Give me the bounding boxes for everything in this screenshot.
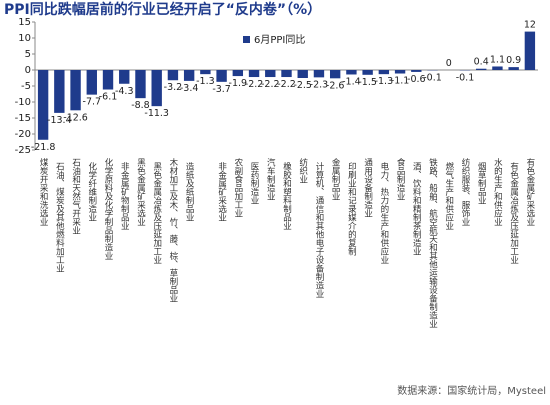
bar	[298, 70, 308, 78]
value-label: -0.1	[456, 72, 475, 83]
x-tick-label: 医药制造业	[249, 162, 259, 205]
x-tick-label: 农副食品加工业	[233, 157, 243, 217]
bar	[200, 70, 210, 74]
x-tick-label: 纺织业	[298, 157, 308, 183]
x-tick-label: 印刷业和记录媒介的复制	[346, 161, 356, 256]
value-label: 1.1	[490, 54, 505, 65]
bar	[346, 70, 356, 74]
y-tick-label: 5	[25, 49, 31, 60]
x-tick-label: 橡胶和塑料制品业	[282, 161, 292, 230]
legend-label: 6月PPI同比	[254, 34, 305, 46]
bar	[135, 70, 145, 98]
bar	[525, 32, 535, 70]
bar	[314, 70, 324, 77]
bar	[395, 70, 405, 74]
x-tick-label: 木材加工及木、竹、藤、棕、草制品业	[168, 157, 178, 302]
x-tick-label: 烟草制品业	[476, 162, 486, 205]
x-tick-label: 金属制品业	[330, 157, 340, 200]
x-tick-label: 造纸及纸制品业	[184, 161, 194, 221]
bar	[492, 66, 502, 70]
bar	[87, 70, 97, 95]
x-tick-label: 有色金属矿采选业	[525, 157, 535, 226]
bar	[54, 70, 64, 113]
value-label: -11.3	[144, 108, 169, 119]
x-tick-label: 黑色金属矿采选业	[135, 158, 145, 226]
bar	[265, 70, 275, 77]
bar	[233, 70, 243, 76]
value-label: -0.1	[423, 72, 442, 83]
bar	[476, 69, 486, 70]
bar	[216, 70, 226, 82]
x-tick-label: 电力、热力的生产和供应业	[379, 161, 389, 264]
x-tick-label: 黑色金属冶炼及压延加工业	[152, 162, 162, 264]
value-label: 0.9	[506, 55, 521, 66]
bar	[119, 70, 129, 84]
x-tick-label: 有色金属冶炼及压延加工业	[509, 161, 519, 264]
y-tick-label: 0	[25, 65, 31, 76]
bar	[152, 70, 162, 106]
y-tick-label: 15	[18, 17, 31, 28]
bar	[168, 70, 178, 80]
y-tick-label: -10	[15, 97, 31, 108]
bar	[330, 70, 340, 78]
x-tick-label: 非金属矿物制品业	[119, 161, 129, 230]
value-label: 0	[446, 58, 452, 69]
bar	[70, 70, 80, 110]
x-tick-label: 化学原料及化学制品制造业	[103, 157, 113, 260]
x-tick-label: 燃气生产和供应业	[444, 161, 454, 230]
x-tick-label: 非金属矿采选业	[217, 161, 227, 221]
value-label: 0.4	[474, 57, 489, 68]
legend-swatch	[243, 36, 250, 43]
bar	[362, 70, 372, 75]
x-tick-label: 煤炭开采和洗选业	[38, 157, 48, 226]
value-label: -21.8	[31, 142, 56, 153]
x-tick-label: 酒、饮料和精制茶制造业	[411, 162, 421, 256]
bar	[379, 70, 389, 74]
bar	[184, 70, 194, 81]
y-tick-label: -15	[15, 113, 31, 124]
x-tick-label: 化学纤维制造业	[87, 161, 97, 221]
x-tick-label: 铁路、船舶、航空航天和其他运输设备制造业	[428, 157, 438, 328]
value-label: -12.6	[63, 112, 88, 123]
y-tick-label: -25	[15, 145, 31, 156]
x-tick-label: 水的生产和供应业	[492, 157, 502, 226]
value-label: 12	[524, 20, 536, 31]
chart-title: PPI同比跌幅居前的行业已经开启了“反内卷”（%）	[4, 1, 321, 18]
value-label: -4.3	[115, 86, 134, 97]
x-tick-label: 石油、煤炭及其他燃料加工业	[54, 162, 64, 273]
bar	[411, 70, 421, 72]
source: 数据来源：国家统计局，Mysteel	[397, 384, 546, 397]
x-tick-label: 石油和天然气开采业	[71, 158, 81, 235]
bar	[249, 70, 259, 77]
y-tick-label: -20	[15, 129, 31, 140]
x-tick-label: 汽车制造业	[265, 157, 275, 200]
bar	[281, 70, 291, 77]
y-tick-label: -5	[21, 81, 31, 92]
x-tick-label: 纺织服装、服饰业	[460, 157, 470, 226]
x-tick-label: 食品制造业	[395, 157, 405, 200]
y-tick-label: 10	[18, 33, 31, 44]
bar	[508, 67, 518, 70]
bar	[103, 70, 113, 90]
x-tick-label: 计算机、通信和其他电子设备制造业	[314, 161, 324, 298]
x-tick-label: 通用设备制造业	[363, 157, 373, 217]
bar	[38, 70, 48, 140]
